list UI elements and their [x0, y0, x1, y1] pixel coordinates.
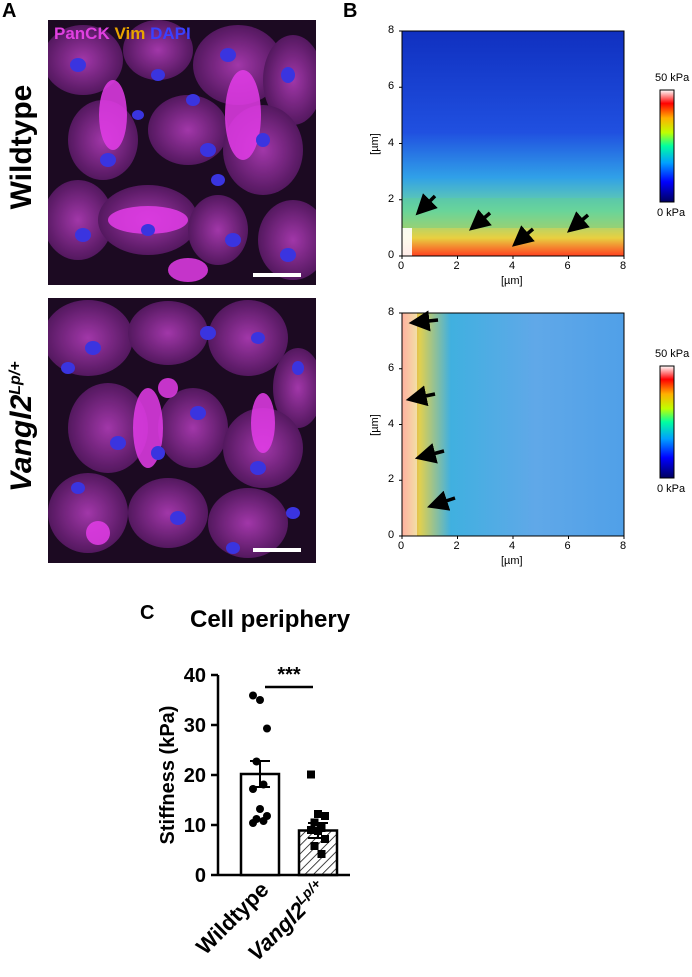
y-tick-label: 4 — [388, 136, 395, 149]
x-axis-unit: [µm] — [501, 275, 523, 287]
x-tick-label: 6 — [564, 540, 571, 552]
x-tick-label: 8 — [620, 260, 627, 272]
data-point — [259, 780, 268, 789]
data-point — [249, 785, 257, 793]
row-label-vangl2: Vangl2Lp/+ — [5, 361, 38, 492]
data-point — [307, 770, 315, 779]
x-tick-label: 4 — [509, 260, 516, 272]
x-tick-label: 2 — [453, 260, 460, 272]
channel-dapi: DAPI — [150, 24, 191, 43]
x-tick-label-superscript: Lp/+ — [292, 875, 324, 907]
arrow — [566, 211, 590, 233]
significance-label: *** — [277, 664, 301, 686]
y-tick-label: 6 — [388, 80, 395, 93]
colorbar-bottom — [659, 365, 675, 479]
x-tick-label: 2 — [453, 540, 460, 552]
x-tick-label: 4 — [509, 540, 516, 552]
arrow — [408, 310, 439, 332]
y-tick-label: 6 — [388, 361, 395, 374]
panel-c-letter: C — [140, 602, 155, 624]
micrograph-vangl2 — [48, 298, 316, 563]
data-point — [256, 805, 264, 813]
data-point — [252, 757, 261, 766]
x-tick-label: 6 — [564, 260, 571, 272]
data-point — [310, 818, 319, 827]
data-point — [249, 819, 257, 827]
micrograph-wildtype-cells — [48, 20, 316, 285]
y-tick-label: 20 — [184, 765, 206, 787]
data-point — [307, 826, 315, 834]
y-tick-label: 8 — [388, 24, 395, 36]
y-tick-label: 10 — [184, 815, 206, 837]
afm-maps — [399, 30, 675, 539]
data-point — [259, 817, 268, 825]
y-axis-label: Stiffness (kPa) — [157, 706, 179, 845]
data-point — [310, 842, 319, 850]
arrow — [405, 385, 436, 407]
arrow — [415, 193, 438, 216]
row-label-wildtype: Wildtype — [5, 84, 38, 210]
panel-b-letter: B — [343, 0, 358, 22]
channel-vim: Vim — [114, 24, 146, 43]
arrow — [468, 209, 492, 231]
channel-legend: PanCK Vim DAPI — [54, 24, 191, 44]
data-point — [256, 696, 264, 704]
x-tick-label: 0 — [398, 260, 405, 272]
y-tick-label: 2 — [388, 192, 395, 205]
y-tick-label: 8 — [388, 306, 395, 318]
scale-bar — [253, 273, 301, 277]
x-axis-unit: [µm] — [501, 555, 523, 567]
x-tick-label: 8 — [620, 540, 627, 552]
panel-a-letter: A — [2, 0, 17, 22]
afm-map-vangl2 — [401, 310, 625, 537]
arrow — [511, 225, 535, 247]
scale-bar — [253, 548, 301, 552]
y-axis-unit: [µm] — [368, 132, 381, 155]
arrow — [427, 490, 456, 511]
micrograph-wildtype: PanCK Vim DAPI — [48, 20, 316, 285]
arrow — [414, 443, 445, 464]
y-tick-label: 30 — [184, 715, 206, 737]
data-point — [314, 827, 322, 835]
colorbar-max-label: 50 kPa — [655, 72, 690, 84]
y-tick-label: 0 — [388, 249, 395, 261]
data-point — [249, 691, 257, 700]
bar — [239, 772, 281, 877]
colorbar-min-label: 0 kPa — [657, 483, 686, 495]
data-point — [321, 812, 329, 820]
chart-title: Cell periphery — [190, 606, 351, 633]
y-tick-label: 0 — [195, 865, 206, 887]
colorbar-max-label: 50 kPa — [655, 348, 690, 360]
y-tick-label: 40 — [184, 665, 206, 687]
channel-panck: PanCK — [54, 24, 110, 43]
y-tick-label: 4 — [388, 417, 395, 430]
micrograph-vangl2-cells — [48, 298, 316, 563]
x-tick-label: 0 — [398, 540, 405, 552]
data-point — [321, 835, 329, 843]
colorbar-min-label: 0 kPa — [657, 207, 686, 219]
y-axis-unit: [µm] — [368, 413, 381, 436]
data-point — [314, 810, 322, 818]
data-point — [263, 724, 271, 733]
colorbar-top — [659, 89, 675, 203]
y-tick-label: 2 — [388, 473, 395, 486]
afm-map-wildtype — [401, 30, 625, 257]
row-label-wildtype-wrap: Wildtype — [2, 85, 42, 210]
y-tick-label: 0 — [388, 529, 395, 541]
row-label-vangl2-wrap: Vangl2Lp/+ — [2, 361, 42, 492]
data-point — [317, 850, 326, 858]
